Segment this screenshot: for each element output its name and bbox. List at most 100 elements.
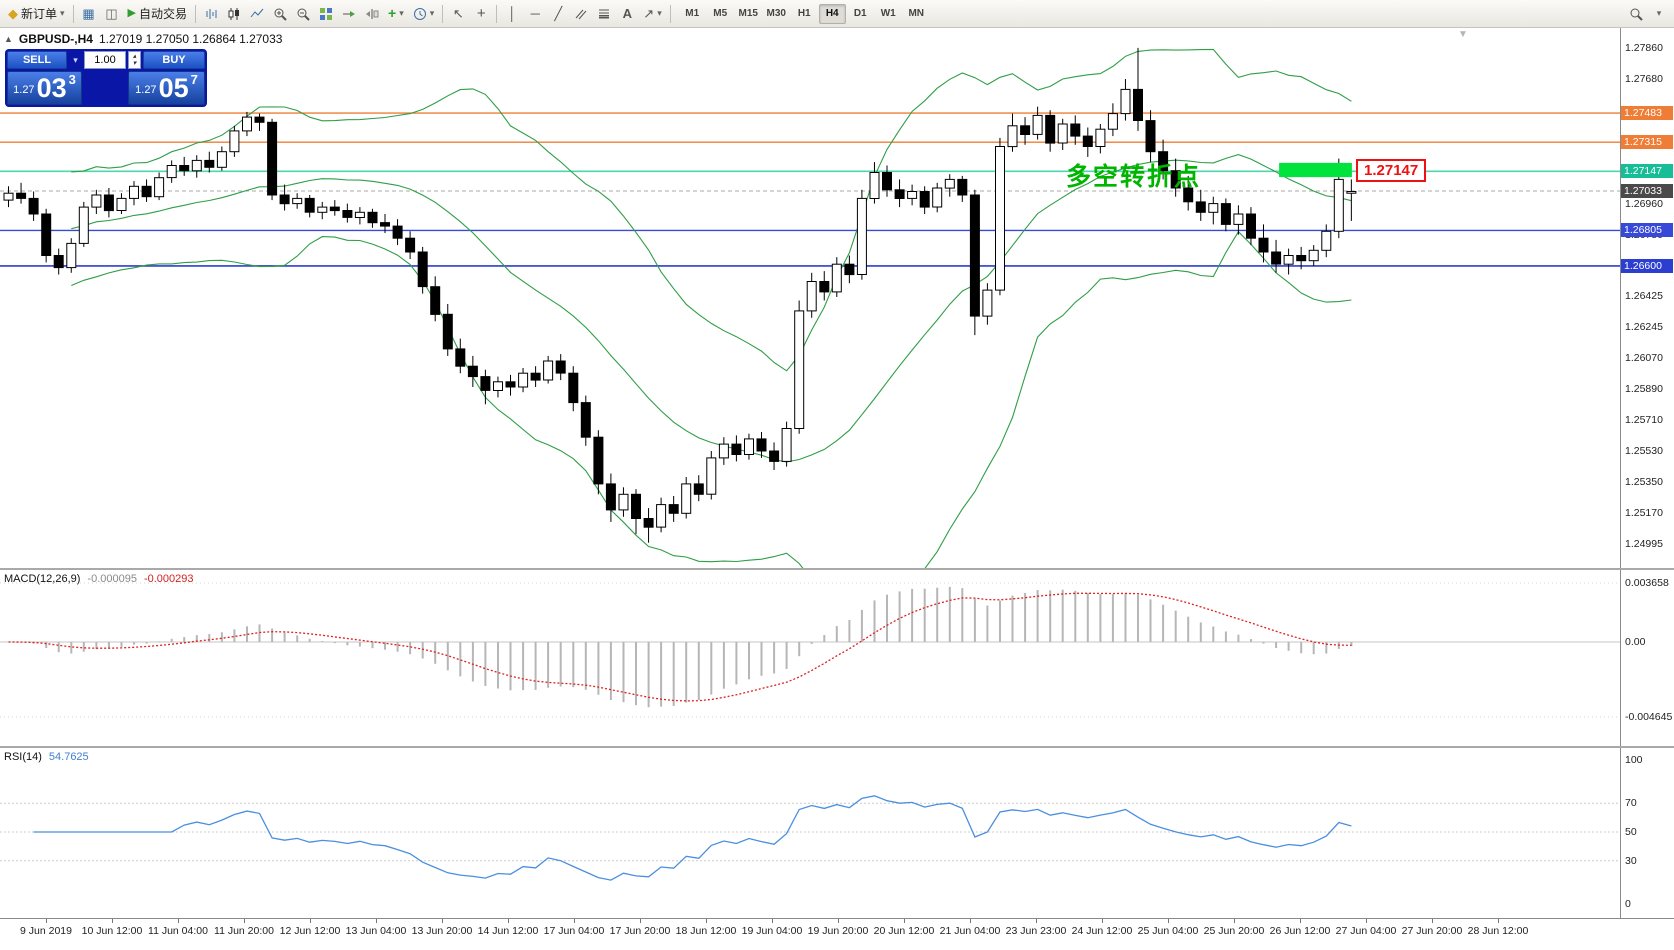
text-tool-icon: A xyxy=(622,6,632,21)
timeframe-m15-button[interactable]: M15 xyxy=(735,4,762,24)
chart-window-button[interactable]: ▦ xyxy=(78,3,100,25)
time-tick xyxy=(112,919,113,923)
sell-price[interactable]: 1.27 03 3 xyxy=(7,71,82,105)
zoom-in-icon xyxy=(274,8,287,21)
text-tool-button[interactable]: A xyxy=(616,3,638,25)
price-badge: 1.26805 xyxy=(1621,223,1673,238)
price-tick: 1.25170 xyxy=(1625,507,1663,520)
time-label: 27 Jun 20:00 xyxy=(1401,925,1463,937)
trendline-tool-button[interactable]: ╱ xyxy=(547,3,569,25)
symbol-info: ▲ GBPUSD-,H4 1.27019 1.27050 1.26864 1.2… xyxy=(4,32,282,46)
trade-settings-caret-icon[interactable]: ▾ xyxy=(73,54,78,65)
auto-scroll-button[interactable] xyxy=(338,3,360,25)
price-tick: 1.25350 xyxy=(1625,476,1663,489)
arrows-caret-icon: ▾ xyxy=(657,8,662,18)
rsi-plot-area[interactable]: RSI(14) 54.7625 xyxy=(0,748,1620,918)
spinner-down-icon: ▾ xyxy=(132,60,137,67)
panel-splitter[interactable] xyxy=(0,568,1674,570)
macd-name: MACD(12,26,9) xyxy=(4,573,81,585)
macd-label: MACD(12,26,9) -0.000095 -0.000293 xyxy=(4,573,194,585)
one-click-toggle-icon[interactable]: ▲ xyxy=(4,34,13,44)
ask-head: 1.27 xyxy=(135,84,157,96)
vertical-line-tool-button[interactable]: │ xyxy=(501,3,523,25)
fibonacci-tool-button[interactable] xyxy=(593,3,615,25)
time-label: 25 Jun 04:00 xyxy=(1137,925,1199,937)
time-tick xyxy=(772,919,773,923)
macd-scale-tick: 0.003658 xyxy=(1625,577,1669,589)
new-order-button[interactable]: ◆ 新订单 ▾ xyxy=(4,3,69,25)
price-tick: 1.27860 xyxy=(1625,41,1663,54)
time-tick xyxy=(46,919,47,923)
bar-chart-button[interactable] xyxy=(200,3,222,25)
volume-spinner[interactable]: ▴ ▾ xyxy=(128,51,141,69)
timeframe-m1-button[interactable]: M1 xyxy=(679,4,706,24)
search-button[interactable] xyxy=(1625,3,1647,25)
cursor-tool-button[interactable]: ↖ xyxy=(447,3,469,25)
time-label: 18 Jun 12:00 xyxy=(675,925,737,937)
market-watch-button[interactable]: ◫ xyxy=(101,3,123,25)
time-tick xyxy=(1366,919,1367,923)
new-order-caret-icon: ▾ xyxy=(60,8,65,18)
zoom-out-icon xyxy=(297,8,310,21)
candlestick-chart[interactable] xyxy=(0,28,1620,568)
crosshair-tool-button[interactable]: + xyxy=(470,3,492,25)
channel-tool-button[interactable] xyxy=(570,3,592,25)
macd-plot-area[interactable]: MACD(12,26,9) -0.000095 -0.000293 xyxy=(0,570,1620,746)
time-tick xyxy=(706,919,707,923)
buy-price[interactable]: 1.27 05 7 xyxy=(128,71,205,105)
chart-shift-marker-icon[interactable]: ▼ xyxy=(1458,29,1468,40)
time-label: 13 Jun 04:00 xyxy=(345,925,407,937)
new-order-label: 新订单 xyxy=(21,7,58,21)
timeframe-w1-button[interactable]: W1 xyxy=(875,4,902,24)
timeframe-h4-button[interactable]: H4 xyxy=(818,3,846,24)
toolbar-overflow-button[interactable]: ▾ xyxy=(1648,3,1670,25)
horizontal-line-tool-button[interactable]: ─ xyxy=(524,3,546,25)
timeframe-m5-button[interactable]: M5 xyxy=(707,4,734,24)
buy-button[interactable]: BUY xyxy=(143,51,205,69)
time-label: 28 Jun 12:00 xyxy=(1467,925,1529,937)
line-chart-button[interactable] xyxy=(246,3,268,25)
time-axis[interactable]: 9 Jun 2019 10 Jun 12:00 11 Jun 04:00 11 Jun… xyxy=(0,918,1674,950)
volume-input[interactable] xyxy=(84,51,126,69)
new-order-icon: ◆ xyxy=(8,6,18,21)
chart-shift-button[interactable] xyxy=(361,3,383,25)
timeframe-m30-button[interactable]: M30 xyxy=(763,4,790,24)
indicators-button[interactable]: + ▾ xyxy=(384,3,408,25)
arrows-tool-button[interactable]: ↗ ▾ xyxy=(639,3,665,25)
panel-splitter[interactable] xyxy=(0,746,1674,748)
time-label: 17 Jun 04:00 xyxy=(543,925,605,937)
indicators-caret-icon: ▾ xyxy=(399,8,404,18)
time-label: 12 Jun 12:00 xyxy=(279,925,341,937)
time-label: 10 Jun 12:00 xyxy=(81,925,143,937)
spinner-up-icon: ▴ xyxy=(132,53,137,60)
candlestick-chart-button[interactable] xyxy=(223,3,245,25)
price-tick: 1.25710 xyxy=(1625,413,1663,426)
play-icon: ▶ xyxy=(127,7,137,19)
time-label: 14 Jun 12:00 xyxy=(477,925,539,937)
auto-trading-label: 自动交易 xyxy=(139,7,188,21)
price-callout-label[interactable]: 1.27147 xyxy=(1356,159,1427,183)
sell-button[interactable]: SELL xyxy=(7,51,67,69)
toolbar-separator xyxy=(496,4,498,23)
zoom-in-button[interactable] xyxy=(269,3,291,25)
auto-trading-button[interactable]: ▶ 自动交易 xyxy=(124,3,191,25)
chart-text-annotation[interactable]: 多空转折点 xyxy=(1066,163,1202,192)
macd-axis[interactable]: 0.003658 0.00 -0.004645 xyxy=(1620,570,1674,746)
zoom-out-button[interactable] xyxy=(292,3,314,25)
periods-button[interactable]: ▾ xyxy=(409,3,439,25)
chart-shift-icon xyxy=(366,8,379,19)
time-tick xyxy=(244,919,245,923)
chart-plot-area[interactable]: ▲ GBPUSD-,H4 1.27019 1.27050 1.26864 1.2… xyxy=(0,28,1620,568)
timeframe-d1-button[interactable]: D1 xyxy=(847,4,874,24)
tile-windows-button[interactable] xyxy=(315,3,337,25)
timeframe-h1-button[interactable]: H1 xyxy=(791,4,818,24)
rsi-value: 54.7625 xyxy=(48,751,89,763)
time-label: 27 Jun 04:00 xyxy=(1335,925,1397,937)
rsi-axis[interactable]: 100 70 50 30 0 xyxy=(1620,748,1674,918)
time-label: 13 Jun 20:00 xyxy=(411,925,473,937)
price-axis[interactable]: 1.278601.276801.275001.273201.271401.269… xyxy=(1620,28,1674,568)
timeframe-mn-button[interactable]: MN xyxy=(903,4,930,24)
time-tick xyxy=(970,919,971,923)
time-tick xyxy=(1498,919,1499,923)
